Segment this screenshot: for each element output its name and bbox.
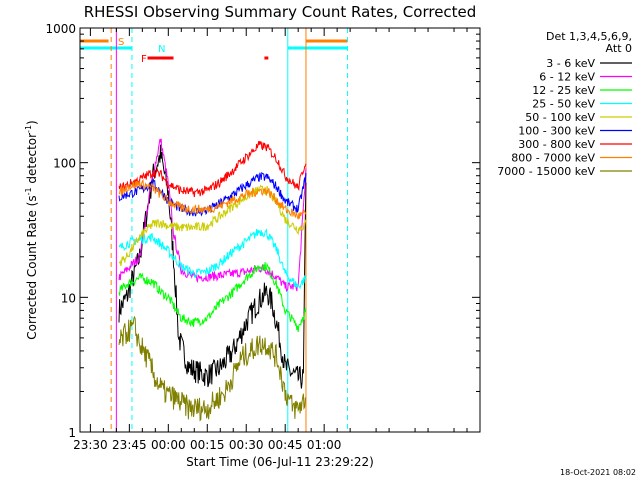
chart-title: RHESSI Observing Summary Count Rates, Co… xyxy=(84,3,477,21)
series-line-7 xyxy=(118,178,307,220)
axis-ticks: 23:30 23:45 00:00 00:15 00:30 00:45 01:00 1 10 10… xyxy=(45,22,480,452)
y-tick-label-1: 10 xyxy=(61,291,76,305)
legend-label-1: 6 - 12 keV xyxy=(539,71,595,84)
legend-label-2: 12 - 25 keV xyxy=(532,84,595,97)
timestamp: 18-Oct-2021 08:02 xyxy=(560,468,636,477)
attenuator-lines xyxy=(110,28,349,432)
series-layer xyxy=(118,138,307,422)
legend-label-4: 50 - 100 keV xyxy=(525,111,595,124)
legend-label-0: 3 - 6 keV xyxy=(546,57,595,70)
y-axis-label: Corrected Count Rate (s-1 detector-1) xyxy=(24,120,39,339)
plot-frame xyxy=(79,27,481,433)
series-line-3 xyxy=(118,228,307,290)
legend-header-line-2: Att 0 xyxy=(606,42,632,55)
observing-intervals xyxy=(80,39,348,60)
series-line-8 xyxy=(118,315,307,422)
y-tick-label-3: 1000 xyxy=(45,22,76,36)
legend-label-5: 100 - 300 keV xyxy=(518,125,595,138)
series-line-2 xyxy=(118,262,307,332)
x-tick-label-5: 00:45 xyxy=(268,438,303,452)
y-tick-label-0: 1 xyxy=(68,426,76,440)
marker-s-label: S xyxy=(118,37,124,48)
series-line-6 xyxy=(118,140,307,198)
x-tick-label-0: 23:30 xyxy=(73,438,108,452)
series-line-5 xyxy=(118,171,307,217)
marker-n-label: N xyxy=(158,44,165,55)
marker-f-label: F xyxy=(141,54,147,65)
legend-label-3: 25 - 50 keV xyxy=(532,98,595,111)
x-tick-label-2: 00:00 xyxy=(151,438,186,452)
x-axis-label: Start Time (06-Jul-11 23:29:22) xyxy=(186,455,374,469)
legend-label-6: 300 - 800 keV xyxy=(518,138,595,151)
x-tick-label-6: 01:00 xyxy=(307,438,342,452)
x-tick-label-4: 00:30 xyxy=(229,438,264,452)
series-line-1 xyxy=(118,138,307,293)
y-tick-label-2: 100 xyxy=(53,157,76,171)
x-tick-label-1: 23:45 xyxy=(112,438,147,452)
legend-label-7: 800 - 7000 keV xyxy=(511,152,595,165)
x-tick-label-3: 00:15 xyxy=(190,438,225,452)
legend-header-line-1: Det 1,3,4,5,6,9, xyxy=(546,30,632,43)
legend-label-8: 7000 - 15000 keV xyxy=(497,165,595,178)
series-line-0 xyxy=(118,144,307,389)
